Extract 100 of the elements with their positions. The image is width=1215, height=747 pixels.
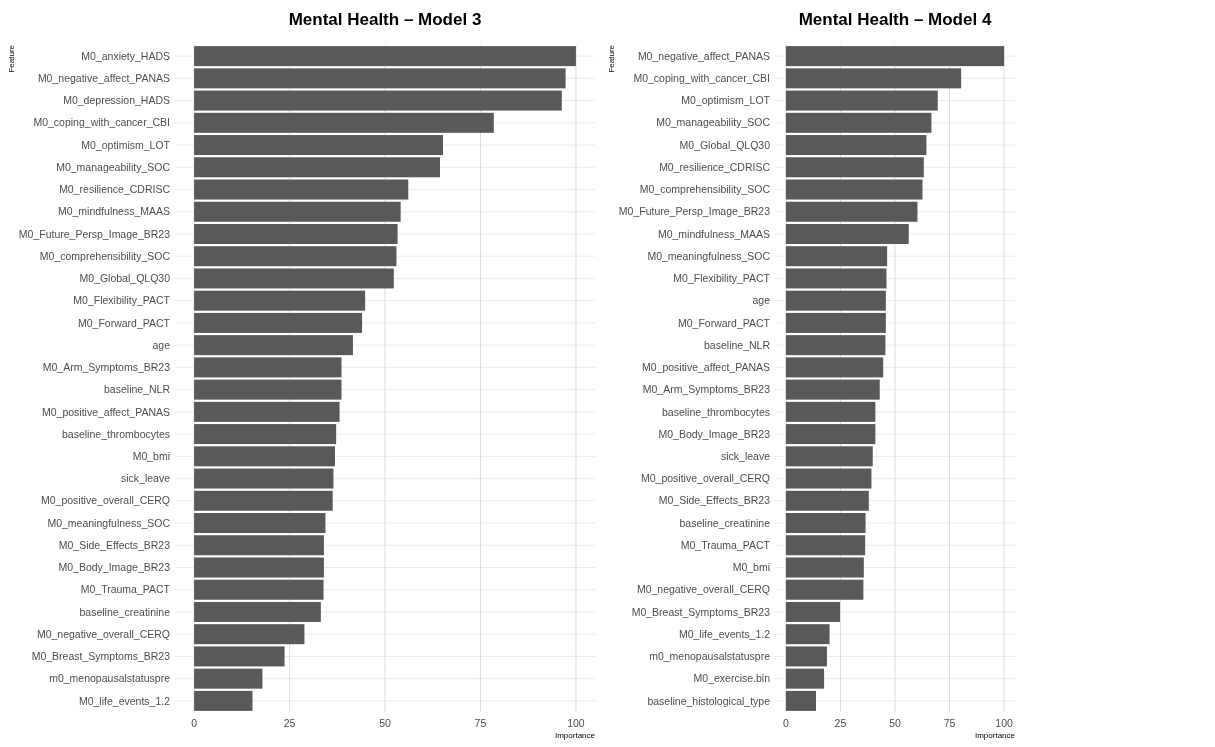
y-tick-label: M0_negative_affect_PANAS	[37, 72, 170, 85]
y-tick-label: baseline_NLR	[704, 338, 771, 351]
y-tick-label: M0_Trauma_PACT	[680, 538, 771, 551]
y-axis-title: Feature	[7, 44, 16, 73]
bar	[194, 690, 253, 711]
bar	[785, 446, 873, 467]
bar	[785, 335, 886, 356]
bar	[785, 268, 887, 289]
bar	[194, 312, 363, 333]
bar	[785, 68, 962, 89]
y-tick-label: M0_resilience_CDRISC	[659, 160, 771, 173]
y-tick-label: M0_life_events_1.2	[678, 627, 771, 640]
bar	[785, 535, 866, 556]
bar	[785, 157, 924, 178]
bar	[194, 335, 353, 356]
bar	[194, 646, 285, 667]
x-tick-label: 25	[834, 717, 847, 729]
bar	[785, 135, 927, 156]
y-tick-label: baseline_creatinine	[79, 605, 171, 618]
bar	[194, 624, 305, 645]
y-tick-label: M0_Global_QLQ30	[79, 272, 171, 285]
x-tick-label: 75	[474, 717, 487, 729]
bar	[785, 312, 886, 333]
y-tick-label: M0_positive_overall_CERQ	[641, 472, 770, 485]
y-tick-label: M0_positive_affect_PANAS	[641, 361, 770, 374]
bar	[785, 179, 923, 200]
y-tick-label: baseline_NLR	[104, 383, 171, 396]
x-axis-title: Importance	[974, 730, 1016, 740]
bar	[194, 201, 401, 222]
y-tick-label: m0_menopausalstatuspre	[649, 650, 771, 663]
y-tick-label: M0_mindfulness_MAAS	[657, 227, 770, 240]
bar	[785, 490, 869, 511]
y-tick-label: M0_anxiety_HADS	[81, 49, 170, 62]
bar	[194, 157, 440, 178]
bar	[785, 690, 817, 711]
bar	[194, 290, 366, 311]
y-tick-label: baseline_thrombocytes	[62, 427, 170, 440]
x-tick-label: 100	[567, 717, 585, 729]
y-tick-label: M0_Flexibility_PACT	[73, 294, 171, 307]
bar	[194, 579, 324, 600]
bar	[194, 46, 576, 67]
x-tick-label: 100	[995, 717, 1013, 729]
x-tick-label: 0	[782, 717, 789, 729]
bar	[194, 490, 333, 511]
y-tick-label: M0_coping_with_cancer_CBI	[633, 72, 770, 85]
y-tick-label: M0_Trauma_PACT	[80, 583, 171, 596]
y-tick-label: M0_Side_Effects_BR23	[658, 494, 771, 507]
bar	[194, 401, 340, 422]
y-tick-label: M0_negative_affect_PANAS	[637, 49, 770, 62]
x-axis-title: Importance	[554, 730, 596, 740]
y-tick-label: M0_Breast_Symptoms_BR23	[631, 605, 771, 618]
bar	[785, 468, 872, 489]
y-tick-label: M0_negative_overall_CERQ	[36, 627, 170, 640]
y-tick-label: M0_Arm_Symptoms_BR23	[42, 361, 171, 374]
bar	[785, 246, 888, 267]
y-tick-label: M0_Side_Effects_BR23	[58, 538, 171, 551]
y-tick-label: M0_Body_Image_BR23	[658, 427, 771, 440]
y-tick-label: M0_coping_with_cancer_CBI	[33, 116, 170, 129]
bar	[194, 379, 342, 400]
y-tick-label: M0_meaningfulness_SOC	[647, 249, 771, 262]
y-tick-label: M0_bmi	[732, 561, 770, 574]
y-tick-label: M0_Forward_PACT	[78, 316, 171, 329]
bar	[785, 46, 1005, 67]
y-tick-label: M0_depression_HADS	[63, 94, 170, 107]
y-tick-label: M0_comprehensibility_SOC	[39, 249, 171, 262]
y-tick-label: M0_meaningfulness_SOC	[47, 516, 171, 529]
bar	[194, 468, 334, 489]
bar	[194, 68, 566, 89]
y-tick-label: sick_leave	[720, 449, 771, 462]
y-tick-label: M0_Arm_Symptoms_BR23	[642, 383, 771, 396]
bar	[785, 357, 884, 378]
y-tick-label: M0_positive_overall_CERQ	[41, 494, 170, 507]
y-tick-label: age	[152, 338, 171, 351]
bar	[785, 112, 932, 133]
y-tick-label: M0_life_events_1.2	[78, 694, 171, 707]
bar	[194, 357, 342, 378]
x-tick-label: 50	[379, 717, 391, 729]
bar	[194, 557, 324, 578]
x-tick-label: 0	[191, 717, 198, 729]
y-tick-label: M0_Body_Image_BR23	[58, 561, 171, 574]
bar	[194, 446, 335, 467]
y-tick-label: m0_menopausalstatuspre	[49, 672, 171, 685]
bar	[785, 90, 938, 111]
chart-title: Mental Health – Model 3	[288, 10, 482, 29]
bar	[194, 535, 324, 556]
bar	[194, 268, 394, 289]
y-tick-label: M0_Global_QLQ30	[679, 138, 771, 151]
y-tick-label: M0_comprehensibility_SOC	[639, 183, 771, 196]
y-tick-label: M0_optimism_LOT	[681, 94, 771, 107]
bar	[194, 179, 409, 200]
y-tick-label: sick_leave	[120, 472, 171, 485]
y-tick-label: baseline_creatinine	[679, 516, 771, 529]
y-tick-label: M0_Future_Persp_Image_BR23	[618, 205, 771, 218]
y-tick-label: baseline_histological_type	[647, 694, 771, 707]
y-tick-label: M0_optimism_LOT	[81, 138, 171, 151]
y-tick-label: M0_Forward_PACT	[678, 316, 771, 329]
bar	[785, 201, 918, 222]
bar	[785, 379, 880, 400]
bar	[194, 424, 337, 445]
y-axis-title: Feature	[607, 44, 616, 73]
